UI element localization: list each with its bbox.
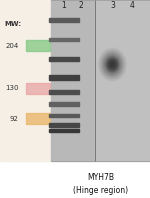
Ellipse shape xyxy=(111,63,114,67)
Text: (Hinge region): (Hinge region) xyxy=(73,186,128,195)
Ellipse shape xyxy=(106,57,119,72)
Bar xyxy=(0,0,51,161)
Text: 130: 130 xyxy=(5,85,19,91)
Ellipse shape xyxy=(107,58,118,71)
Bar xyxy=(26,83,50,93)
Ellipse shape xyxy=(108,59,117,70)
Bar xyxy=(26,40,50,51)
Ellipse shape xyxy=(110,62,115,67)
Text: MYH7B: MYH7B xyxy=(87,173,114,182)
Text: 3: 3 xyxy=(110,1,115,10)
Ellipse shape xyxy=(108,59,117,70)
Ellipse shape xyxy=(110,61,115,68)
Ellipse shape xyxy=(107,58,118,71)
Bar xyxy=(49,75,79,80)
Bar xyxy=(49,18,79,22)
Bar xyxy=(49,123,79,127)
Ellipse shape xyxy=(107,58,118,71)
Ellipse shape xyxy=(108,59,117,70)
Ellipse shape xyxy=(110,61,115,68)
Text: MW:: MW: xyxy=(4,21,22,27)
Text: 1: 1 xyxy=(61,1,66,10)
Ellipse shape xyxy=(111,63,114,66)
Ellipse shape xyxy=(107,59,117,70)
Bar xyxy=(26,113,50,124)
Ellipse shape xyxy=(109,61,116,68)
Text: 4: 4 xyxy=(130,1,135,10)
Bar xyxy=(49,114,79,117)
Ellipse shape xyxy=(109,60,116,69)
Ellipse shape xyxy=(108,60,116,69)
Ellipse shape xyxy=(112,64,113,65)
Text: 204: 204 xyxy=(6,43,19,49)
Text: 2: 2 xyxy=(78,1,83,10)
Bar xyxy=(49,90,79,94)
Bar xyxy=(49,38,79,41)
Ellipse shape xyxy=(110,62,115,67)
Bar xyxy=(49,57,79,61)
Ellipse shape xyxy=(110,62,115,68)
Ellipse shape xyxy=(111,63,113,66)
Bar xyxy=(49,129,79,132)
Ellipse shape xyxy=(106,57,119,72)
Ellipse shape xyxy=(109,60,116,69)
Text: 92: 92 xyxy=(10,116,19,122)
Bar xyxy=(49,102,79,106)
Ellipse shape xyxy=(111,63,114,66)
Ellipse shape xyxy=(108,60,116,69)
Ellipse shape xyxy=(111,62,114,67)
Bar xyxy=(94,0,150,161)
Ellipse shape xyxy=(106,57,118,72)
Ellipse shape xyxy=(109,61,116,69)
Ellipse shape xyxy=(112,64,113,65)
Ellipse shape xyxy=(112,64,113,65)
Bar xyxy=(51,0,94,161)
